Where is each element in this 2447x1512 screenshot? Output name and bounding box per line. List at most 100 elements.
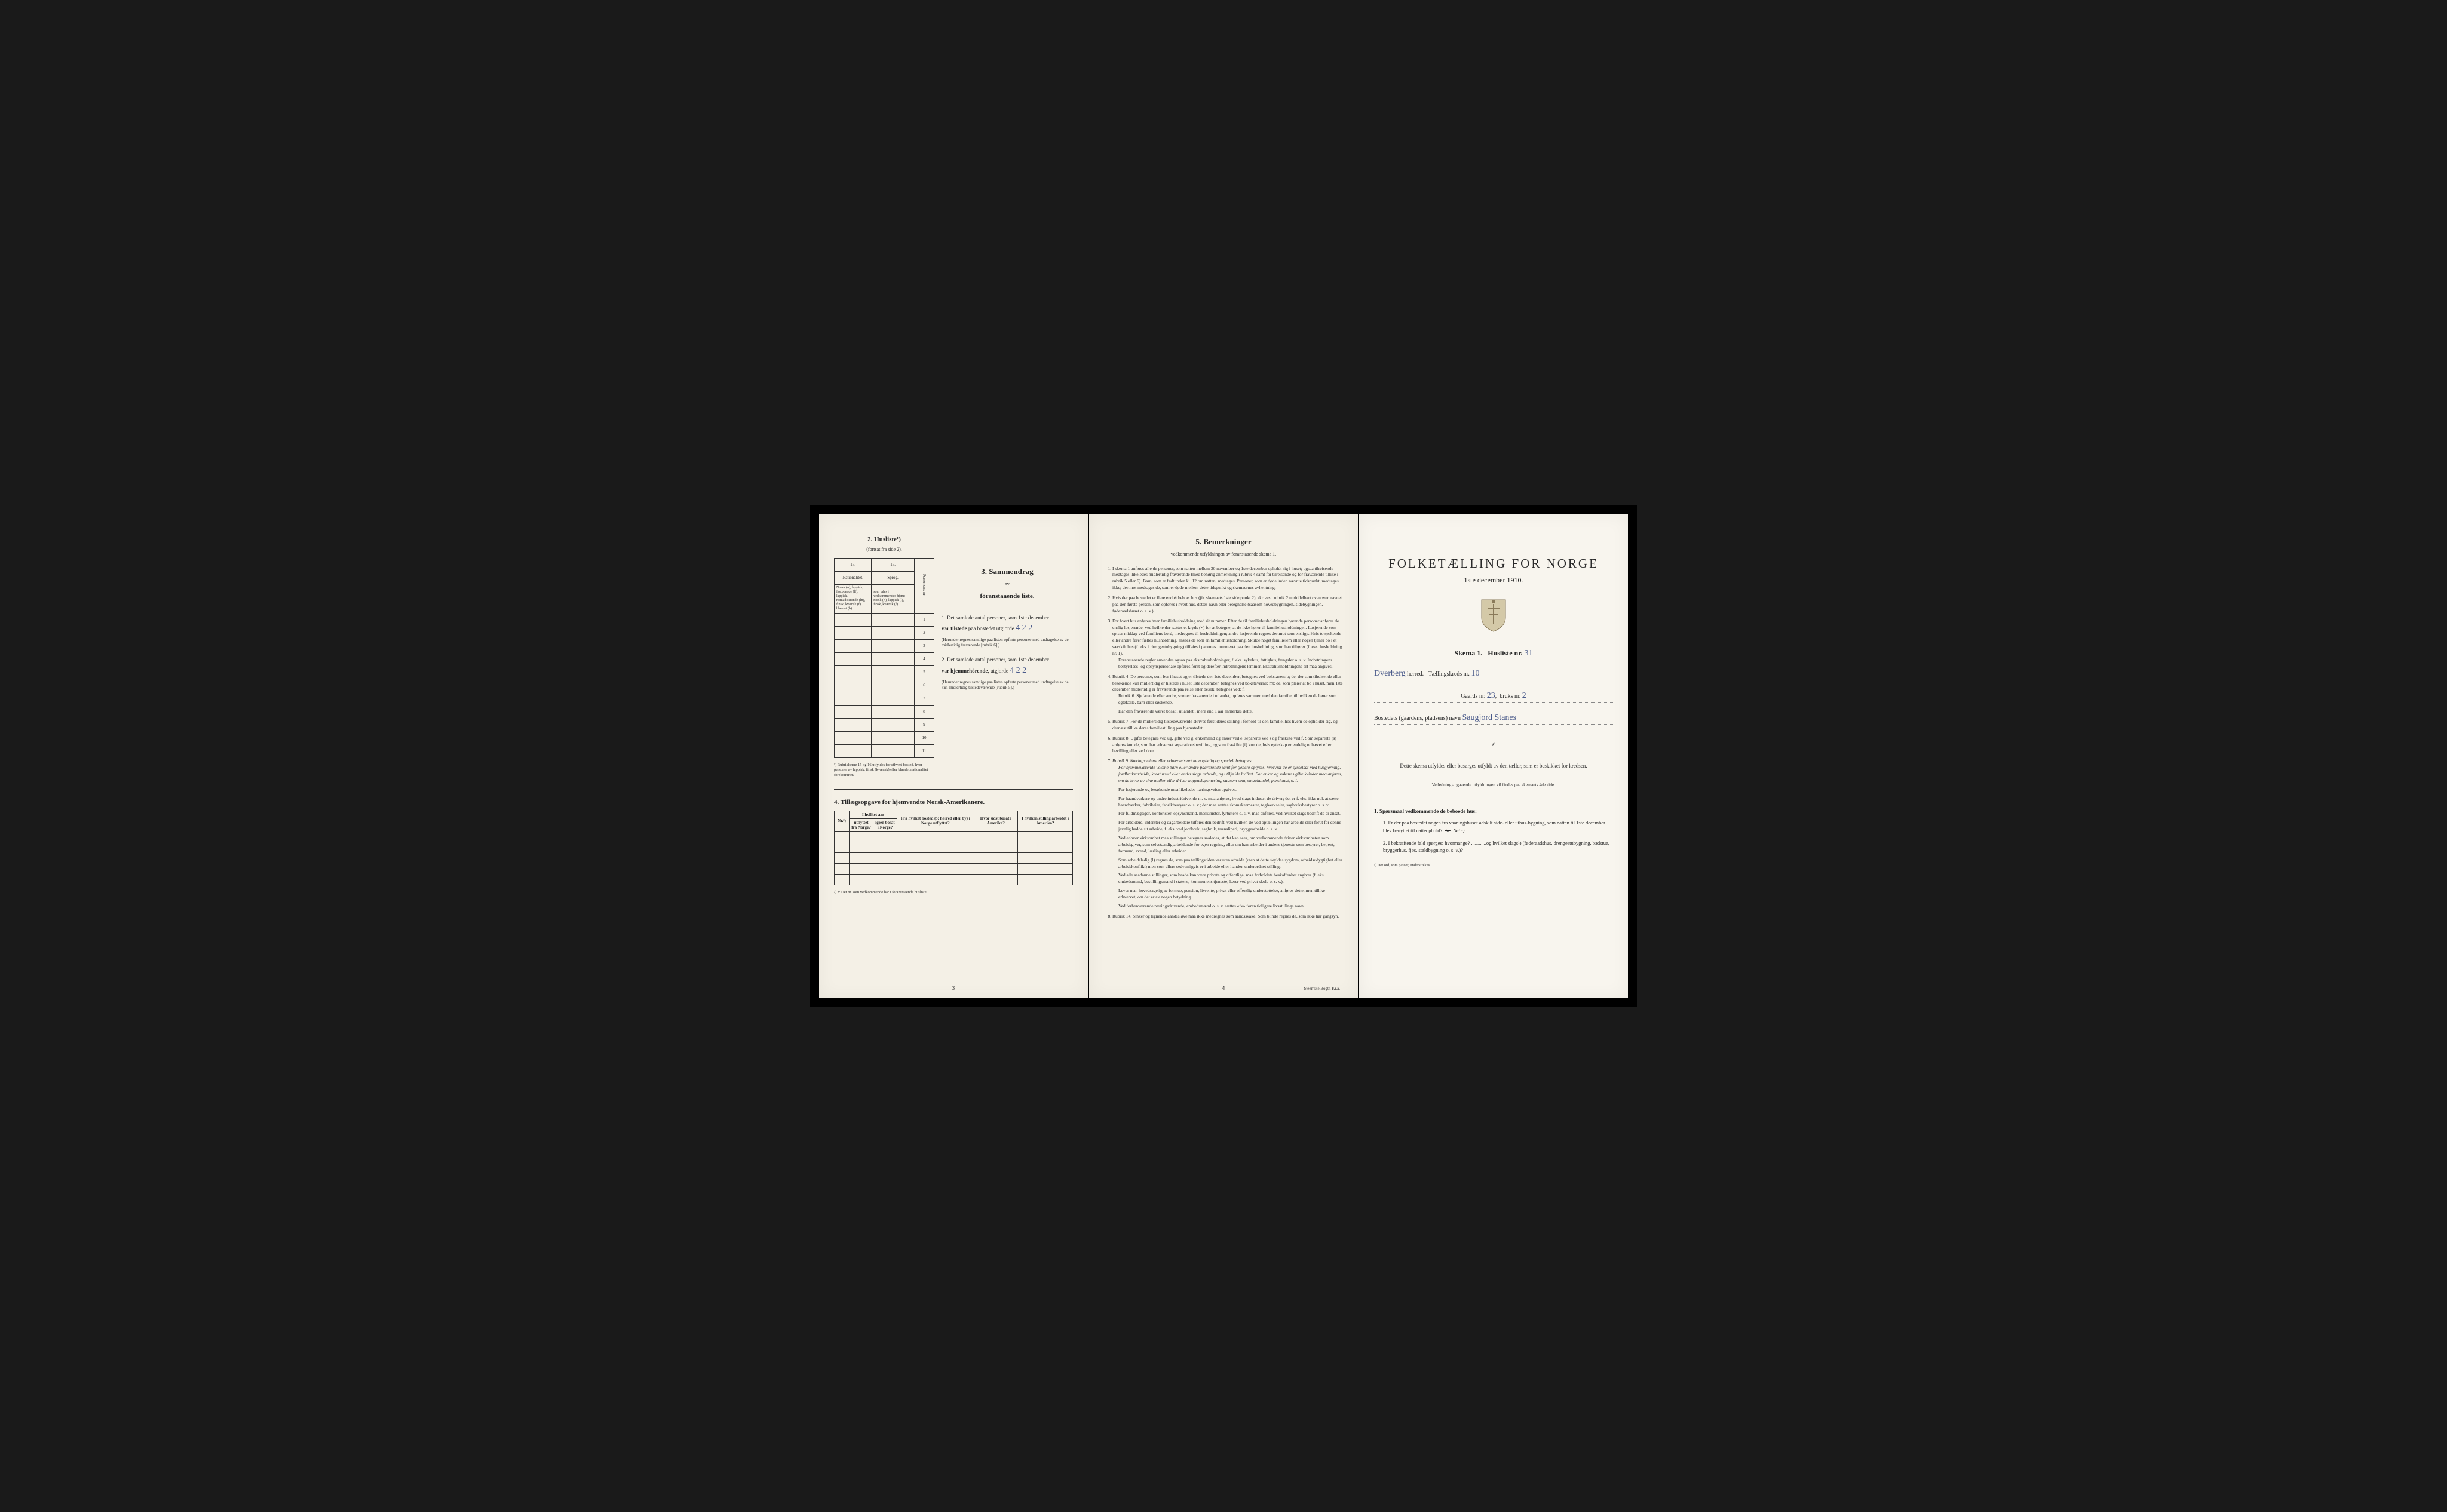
bruk-value: 2 (1522, 691, 1526, 700)
gaard-line: Gaards nr. 23, bruks nr. 2 (1374, 691, 1613, 703)
kreds-value: 10 (1471, 669, 1479, 678)
page1-footnote: ¹) Det ord, som passer, understrekes. (1374, 863, 1613, 867)
bemerk-text: Rubrik 9. Næringsveiens eller erhvervets… (1112, 758, 1252, 763)
question-2: 2. I bekræftende fald spørges: hvormange… (1383, 839, 1613, 855)
instruction-text: Dette skema utfyldes eller besørges utfy… (1374, 762, 1613, 771)
page-middle: 5. Bemerkninger vedkommende utfyldningen… (1089, 514, 1358, 998)
table-cell (835, 652, 872, 665)
sammendrag-column: 3. Sammendrag av föranstaaende liste. 1.… (942, 532, 1073, 698)
table-cell (897, 831, 974, 842)
tillaeg-title: 4. Tillægsopgave for hjemvendte Norsk-Am… (834, 799, 1073, 806)
table-cell (974, 842, 1018, 852)
table-cell (850, 852, 873, 863)
bemerk-item: Rubrik 9. Næringsveiens eller erhvervets… (1112, 758, 1343, 910)
bemerk-item: Rubrik 8. Ugifte betegnes ved ug, gifte … (1112, 735, 1343, 755)
row-num: 3 (914, 639, 934, 652)
table-cell (974, 831, 1018, 842)
husliste-title: 2. Husliste¹) (834, 536, 934, 543)
bemerk-extra: For fuldmægtiger, kontorister, opsynsmæn… (1118, 811, 1343, 817)
husliste-footnote: ¹) Rubrikkerne 15 og 16 utfyldes for eth… (834, 763, 934, 778)
samm-bold: var tilstede (942, 625, 967, 631)
tillaeg-footnote: ²) ɔ: Det nr. som vedkommende har i fora… (834, 890, 1073, 895)
tillaeg-col-nr: Nr.²) (835, 811, 850, 831)
sprog-header: Sprog, (872, 571, 915, 584)
bemerk-item: I skema 1 anføres alle de personer, som … (1112, 566, 1343, 592)
table-cell (850, 831, 873, 842)
bemerk-item: Rubrik 4. De personer, som bor i huset o… (1112, 674, 1343, 715)
samm-text: 1. Det samlede antal personer, som 1ste … (942, 615, 1049, 621)
herred-value: Dverberg (1374, 669, 1406, 678)
skema-label: Skema 1. (1455, 649, 1483, 657)
instruction-subtext: Veiledning angaaende utfyldningen vil fi… (1374, 782, 1613, 787)
bemerk-extra: For losjerende og besøkende maa likelede… (1118, 787, 1343, 793)
table-cell (897, 842, 974, 852)
table-cell (872, 652, 915, 665)
table-cell (872, 665, 915, 679)
husliste-column: 2. Husliste¹) (fortsat fra side 2). 15. … (834, 532, 934, 780)
page-number: 4 (1222, 985, 1225, 991)
bemerk-extra: For hjemmeværende voksne barn eller andr… (1118, 765, 1343, 784)
kreds-label: Tællingskreds nr. (1428, 671, 1469, 677)
handwritten-value-1: 4 2 2 (1016, 624, 1032, 633)
bemerk-item: Hvis der paa bostedet er flere end ét be… (1112, 595, 1343, 615)
table-cell (872, 613, 915, 626)
table-cell (897, 852, 974, 863)
table-cell (872, 744, 915, 757)
tillaeg-col-stilling: I hvilken stilling arbeidet i Amerika? (1018, 811, 1073, 831)
table-cell (835, 613, 872, 626)
tillaeg-subcol-1: utflyttet fra Norge? (850, 818, 873, 831)
table-cell (974, 863, 1018, 874)
bemerk-text: Rubrik 4. De personer, som bor i huset o… (1112, 674, 1342, 692)
document-spread: 2. Husliste¹) (fortsat fra side 2). 15. … (810, 505, 1637, 1007)
gaard-label: Gaards nr. (1461, 693, 1485, 700)
sprog-text: som tales i vedkommendes hjem: norsk (n)… (872, 584, 915, 613)
table-cell (872, 639, 915, 652)
page-number: 3 (952, 985, 955, 991)
bemerkninger-title: 5. Bemerkninger (1104, 537, 1343, 547)
bemerk-extra: For haandverkere og andre industridriven… (1118, 796, 1343, 809)
row-num: 6 (914, 679, 934, 692)
table-cell (850, 842, 873, 852)
divider-ornament-icon: ⸻⸙⸻ (1374, 740, 1613, 747)
census-date: 1ste december 1910. (1374, 576, 1613, 585)
table-cell (850, 863, 873, 874)
col-16-num: 16. (872, 558, 915, 571)
bemerk-extra: Som arbeidsledig (l) regnes de, som paa … (1118, 857, 1343, 870)
table-cell (835, 831, 850, 842)
table-cell (873, 842, 897, 852)
table-cell (873, 863, 897, 874)
table-cell (1018, 831, 1073, 842)
bemerk-item: Rubrik 7. For de midlertidig tilstedevær… (1112, 719, 1343, 732)
table-cell (872, 705, 915, 718)
bemerkninger-list: I skema 1 anføres alle de personer, som … (1104, 566, 1343, 920)
bemerkninger-subtitle: vedkommende utfyldningen av foranstaaend… (1104, 551, 1343, 557)
table-cell (872, 679, 915, 692)
herred-line: Dverberg herred. Tællingskreds nr. 10 (1374, 669, 1613, 680)
table-cell (835, 852, 850, 863)
table-cell (835, 692, 872, 705)
table-cell (974, 852, 1018, 863)
tillaeg-subcol-2: igjen bosat i Norge? (873, 818, 897, 831)
table-cell (835, 863, 850, 874)
samm-text: , utgjorde (988, 668, 1008, 674)
table-cell (873, 852, 897, 863)
gaard-value: 23 (1487, 691, 1495, 700)
table-cell (835, 744, 872, 757)
row-num: 1 (914, 613, 934, 626)
samm-text: paa bostedet utgjorde (968, 625, 1014, 631)
sporsmaal-title: 1. Spørsmaal vedkommende de beboede hus: (1374, 808, 1613, 814)
table-cell (835, 705, 872, 718)
table-cell (1018, 863, 1073, 874)
table-cell (835, 626, 872, 639)
row-num: 7 (914, 692, 934, 705)
bemerk-text: For hvert hus anføres hver familiehushol… (1112, 618, 1342, 656)
row-num: 5 (914, 665, 934, 679)
table-cell (872, 718, 915, 731)
bemerk-item: For hvert hus anføres hver familiehushol… (1112, 618, 1343, 670)
page-right: FOLKETÆLLING FOR NORGE 1ste december 191… (1359, 514, 1628, 998)
sammendrag-title: 3. Sammendrag (942, 567, 1073, 576)
question-1: 1. Er der paa bostedet nogen fra vaaning… (1383, 819, 1613, 835)
table-cell (873, 874, 897, 885)
sammendrag-sub2: föranstaaende liste. (942, 593, 1073, 600)
bemerk-extra: Foranstaaende regler anvendes ogsaa paa … (1118, 657, 1343, 670)
